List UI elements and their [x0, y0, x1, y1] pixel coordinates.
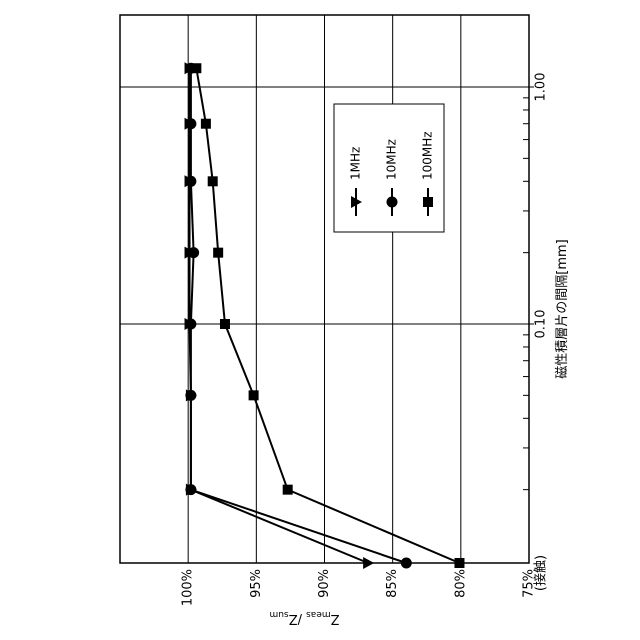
y-axis-title: Zmeas /Zsum	[269, 609, 339, 626]
legend-label: 1MHz	[349, 147, 363, 180]
value-tick-label: 80%	[453, 569, 468, 598]
y-axis-title-sum-sub: sum	[269, 609, 288, 619]
gap-tick-label-contact: (接触)	[533, 555, 549, 591]
legend: 1MHz 10MHz 100MHz	[334, 104, 444, 232]
data-point-square	[283, 485, 293, 495]
legend-label: 100MHz	[421, 131, 435, 180]
value-tick-label: 100%	[181, 569, 196, 606]
legend-label: 10MHz	[385, 139, 399, 180]
grid-lines	[120, 15, 529, 563]
y-axis-title-z: Z	[331, 611, 340, 626]
gap-tick-label: 1.00	[534, 73, 549, 102]
value-tick-label: 95%	[249, 569, 264, 598]
data-point-circle	[185, 176, 196, 187]
data-point-square	[201, 119, 211, 129]
data-point-square	[220, 319, 230, 329]
gap-tick-label: 0.10	[534, 310, 549, 339]
data-point-circle	[185, 484, 196, 495]
x-axis-title: 磁性積層片の間隔[mm]	[555, 239, 570, 378]
data-point-circle	[185, 319, 196, 330]
data-point-circle	[185, 118, 196, 129]
data-point-square	[208, 176, 218, 186]
data-point-circle	[188, 247, 199, 258]
value-tick-label: 85%	[385, 569, 400, 598]
data-point-square	[213, 248, 223, 258]
data-point-square	[249, 390, 259, 400]
legend-marker-square	[423, 197, 433, 207]
y-axis-title-meas-sub: meas	[306, 609, 331, 619]
data-point-circle	[185, 390, 196, 401]
y-axis-title-sep: /Z	[289, 611, 307, 626]
legend-marker-circle	[387, 197, 398, 208]
value-tick-label: 90%	[317, 569, 332, 598]
data-point-square	[191, 63, 201, 73]
